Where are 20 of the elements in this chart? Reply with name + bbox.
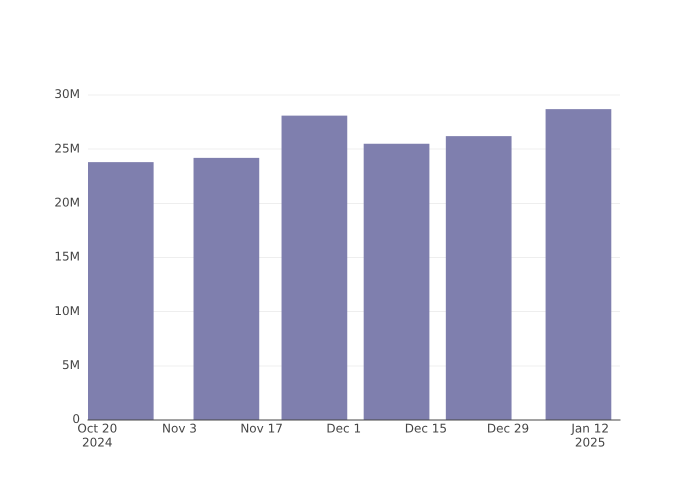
y-tick-label: 20M	[54, 195, 80, 210]
y-tick-label: 0	[72, 412, 80, 426]
y-tick-label: 5M	[62, 358, 80, 372]
bar	[194, 158, 260, 420]
bar	[282, 116, 348, 420]
x-tick-label: Oct 20 2024	[77, 421, 118, 450]
bar	[88, 162, 154, 420]
x-tick-label: Nov 17	[240, 421, 283, 436]
bar	[546, 109, 612, 420]
x-tick-label: Dec 29	[486, 421, 530, 436]
x-tick-label: Dec 1	[326, 421, 362, 436]
x-tick-label: Jan 12 2025	[570, 421, 609, 450]
y-tick-label: 10M	[54, 304, 80, 318]
y-tick-label: 30M	[54, 87, 80, 102]
x-tick-label: Nov 3	[162, 421, 197, 436]
bar	[364, 144, 430, 420]
x-tick-label: Dec 15	[404, 421, 448, 436]
y-tick-label: 25M	[54, 141, 80, 156]
y-tick-label: 15M	[54, 250, 80, 264]
bar	[446, 136, 512, 420]
